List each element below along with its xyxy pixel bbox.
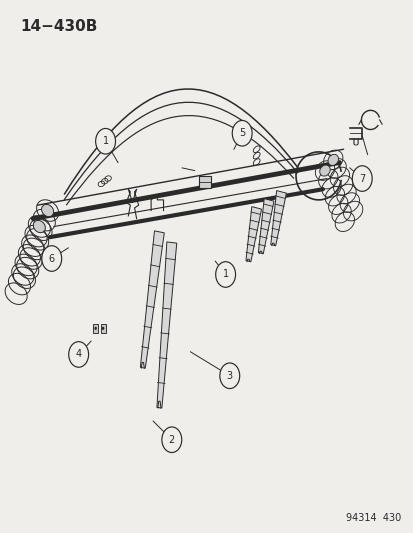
Circle shape: [95, 128, 115, 154]
Bar: [93, 324, 98, 333]
Text: 7: 7: [358, 174, 365, 183]
Text: 3: 3: [226, 371, 232, 381]
Bar: [100, 324, 105, 333]
Circle shape: [161, 427, 181, 453]
Ellipse shape: [41, 204, 54, 217]
Ellipse shape: [33, 220, 45, 233]
Polygon shape: [270, 191, 286, 246]
Circle shape: [102, 327, 104, 330]
Circle shape: [94, 327, 97, 330]
Circle shape: [232, 120, 252, 146]
Text: 1: 1: [102, 136, 108, 146]
Bar: [199, 176, 210, 188]
Circle shape: [42, 246, 62, 271]
Text: 14−430B: 14−430B: [21, 19, 98, 34]
Text: 4: 4: [76, 350, 81, 359]
Ellipse shape: [319, 165, 330, 176]
Ellipse shape: [327, 155, 338, 165]
Polygon shape: [157, 242, 176, 408]
Circle shape: [215, 262, 235, 287]
Text: 6: 6: [49, 254, 55, 263]
Polygon shape: [258, 199, 273, 254]
Text: 2: 2: [168, 435, 175, 445]
Polygon shape: [140, 231, 164, 368]
Circle shape: [351, 166, 371, 191]
Text: 94314  430: 94314 430: [346, 513, 401, 523]
Polygon shape: [245, 207, 261, 262]
Text: 5: 5: [238, 128, 245, 138]
Text: 1: 1: [222, 270, 228, 279]
Circle shape: [219, 363, 239, 389]
Circle shape: [69, 342, 88, 367]
